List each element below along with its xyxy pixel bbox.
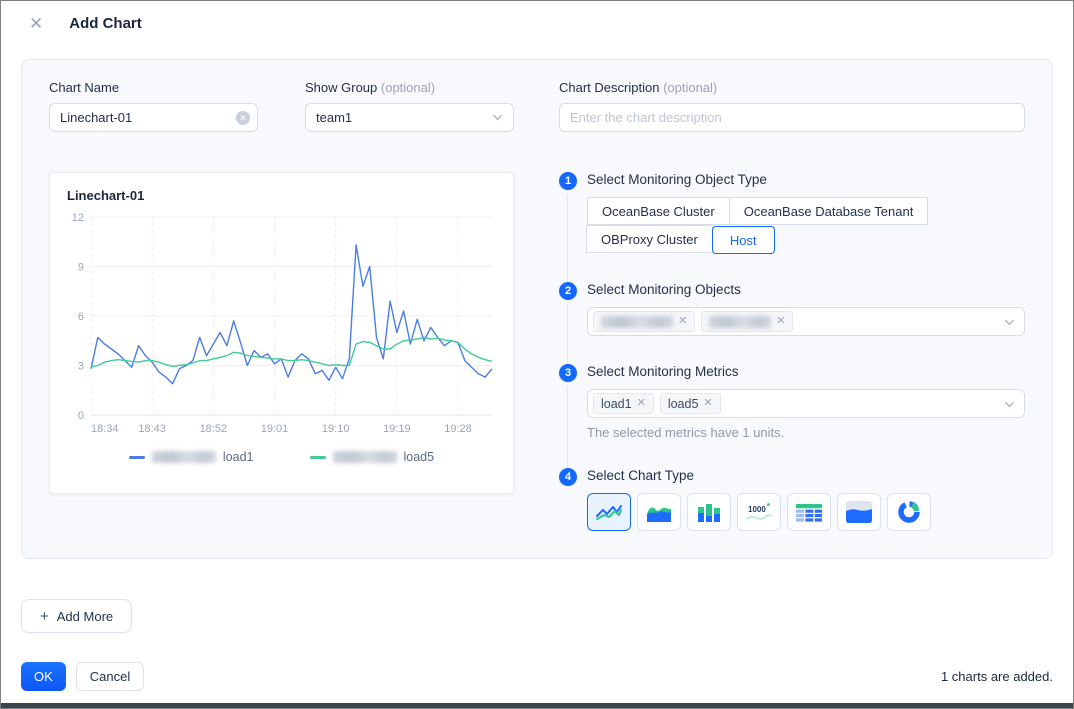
chevron-down-icon [1004,317,1015,328]
option-oceanbase-database-tenant[interactable]: OceanBase Database Tenant [729,197,929,225]
chevron-down-icon [492,112,503,123]
preview-title: Linechart-01 [67,188,498,203]
blurred-object-name [601,316,673,328]
step1-label: Select Monitoring Object Type [587,172,1025,187]
legend-dash-icon [310,456,326,459]
step4-label: Select Chart Type [587,468,1025,483]
area-chart-icon [645,501,673,523]
step-monitoring-objects: 2 Select Monitoring Objects ✕ ✕ [559,282,1025,336]
add-more-button[interactable]: + Add More [21,599,132,633]
monitoring-metrics-select[interactable]: load1 ✕ load5 ✕ [587,389,1025,418]
step-number-badge: 1 [559,172,577,190]
option-oceanbase-cluster[interactable]: OceanBase Cluster [587,197,730,225]
cancel-button[interactable]: Cancel [76,662,144,691]
svg-text:18:43: 18:43 [138,423,166,435]
step-chart-type: 4 Select Chart Type [559,468,1025,531]
chart-type-bar[interactable] [687,493,731,531]
legend-item-load1[interactable]: load1 [129,450,254,464]
chevron-down-icon [1004,399,1015,410]
step2-label: Select Monitoring Objects [587,282,1025,297]
table-icon [795,501,823,523]
chart-name-input[interactable] [60,110,236,125]
chart-name-label: Chart Name [49,80,258,95]
chart-type-ring[interactable] [887,493,931,531]
svg-text:19:01: 19:01 [261,423,289,435]
window-bottom-edge [1,703,1073,708]
chart-preview-card: Linechart-01 0 3 6 9 12 18:34 18:43 18:52 19:01 1… [49,172,514,494]
object-tag: ✕ [701,311,793,332]
step-number-badge: 4 [559,468,577,486]
show-group-select[interactable]: team1 [305,103,514,132]
step-number-badge: 3 [559,364,577,382]
chart-legend: load1 load5 [65,450,498,464]
plus-icon: + [40,608,49,625]
step-monitoring-metrics: 3 Select Monitoring Metrics load1 ✕ load… [559,364,1025,440]
metric-tag-load5: load5 ✕ [660,393,721,414]
chart-config-panel: Chart Name ✕ Show Group (optional) team1 [21,59,1053,559]
chart-type-value[interactable]: 1000 [737,493,781,531]
remove-tag-icon[interactable]: ✕ [678,316,687,327]
svg-text:12: 12 [72,212,84,224]
monitoring-objects-select[interactable]: ✕ ✕ [587,307,1025,336]
blurred-hostname [152,451,216,463]
remove-tag-icon[interactable]: ✕ [637,398,646,409]
option-host[interactable]: Host [712,226,775,254]
blurred-hostname [333,451,397,463]
svg-text:19:19: 19:19 [383,423,411,435]
svg-text:9: 9 [78,262,84,274]
add-chart-dialog: ✕ Add Chart Chart Name ✕ Show Group (opt… [0,0,1074,709]
svg-text:19:10: 19:10 [322,423,350,435]
ok-button[interactable]: OK [21,662,66,691]
metrics-units-hint: The selected metrics have 1 units. [587,425,1025,440]
blurred-object-name [709,316,771,328]
step3-label: Select Monitoring Metrics [587,364,1025,379]
close-icon[interactable]: ✕ [29,15,43,32]
svg-text:19:28: 19:28 [444,423,472,435]
line-chart-icon [595,501,623,523]
bar-chart-icon [696,501,722,523]
charts-added-status: 1 charts are added. [941,669,1053,684]
chart-type-line[interactable] [587,493,631,531]
show-group-label: Show Group (optional) [305,80,514,95]
remove-tag-icon[interactable]: ✕ [776,316,785,327]
object-type-group: OceanBase Cluster OceanBase Database Ten… [587,197,1025,254]
remove-tag-icon[interactable]: ✕ [703,398,712,409]
svg-text:0: 0 [78,410,84,422]
step-object-type: 1 Select Monitoring Object Type OceanBas… [559,172,1025,254]
ring-chart-icon [897,500,921,524]
step-number-badge: 2 [559,282,577,300]
dialog-header: ✕ Add Chart [1,1,1073,42]
chart-type-area[interactable] [637,493,681,531]
option-obproxy-cluster[interactable]: OBProxy Cluster [586,225,713,253]
show-group-value: team1 [316,110,486,125]
legend-dash-icon [129,456,145,459]
svg-text:3: 3 [78,361,84,373]
metric-tag-load1: load1 ✕ [593,393,654,414]
svg-text:18:34: 18:34 [91,423,119,435]
object-tag: ✕ [593,311,695,332]
chart-description-label: Chart Description (optional) [559,80,1025,95]
svg-text:6: 6 [78,311,84,323]
clear-icon[interactable]: ✕ [236,111,250,125]
chart-description-input[interactable] [570,110,1014,125]
svg-text:18:52: 18:52 [200,423,228,435]
line-chart-canvas: 0 3 6 9 12 18:34 18:43 18:52 19:01 19:10 19:19 19:2… [65,209,498,441]
chart-type-water-level[interactable] [837,493,881,531]
chart-type-table[interactable] [787,493,831,531]
svg-text:1000: 1000 [748,505,766,514]
chart-type-group: 1000 [587,493,1025,531]
water-level-icon [845,500,873,524]
value-card-icon: 1000 [744,501,774,523]
legend-item-load5[interactable]: load5 [310,450,435,464]
dialog-title: Add Chart [69,15,142,32]
